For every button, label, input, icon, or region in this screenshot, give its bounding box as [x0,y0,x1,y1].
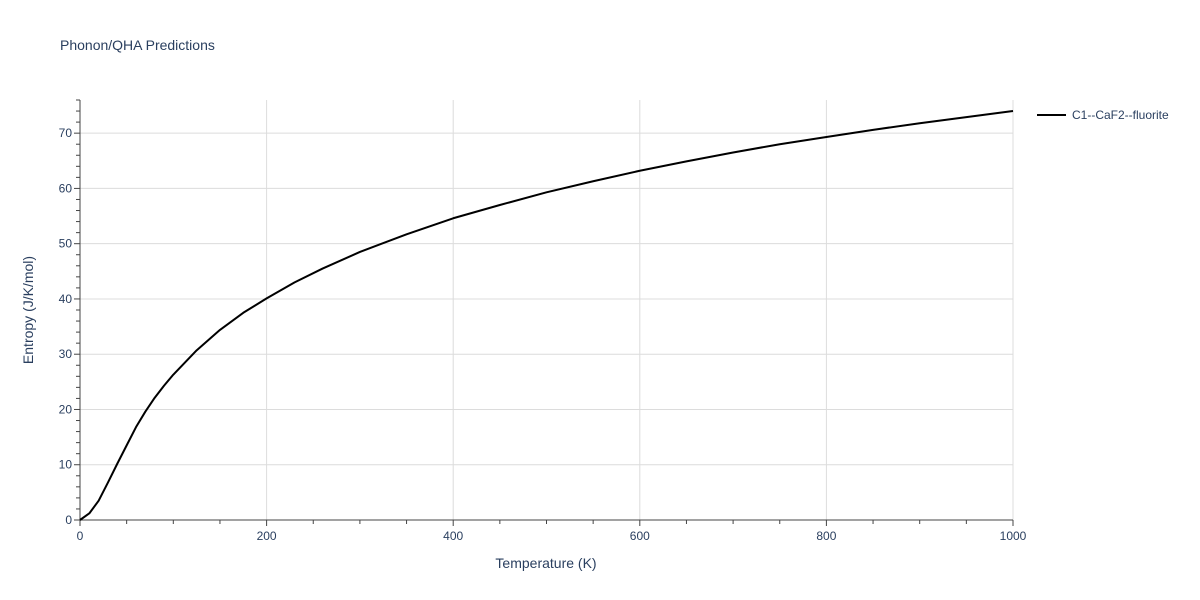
y-tick-label: 30 [59,347,73,361]
x-tick-label: 0 [77,529,84,543]
x-tick-label: 1000 [1000,529,1027,543]
y-tick-label: 60 [59,181,73,195]
gridlines [80,100,1014,520]
y-tick-label: 50 [59,237,73,251]
chart-title: Phonon/QHA Predictions [60,37,215,53]
x-tick-label: 800 [816,529,836,543]
y-tick-label: 20 [59,402,73,416]
y-tick-label: 40 [59,292,73,306]
legend[interactable]: C1--CaF2--fluorite [1037,108,1169,122]
series-line-0 [79,110,1014,521]
y-tick-label: 70 [59,126,73,140]
y-tick-label: 0 [65,513,72,527]
y-axis-title: Entropy (J/K/mol) [20,256,36,364]
x-axis-title: Temperature (K) [495,555,596,571]
legend-label: C1--CaF2--fluorite [1072,108,1169,122]
x-tick-label: 400 [443,529,463,543]
series-layer [79,110,1014,521]
axes: 0 200 400 600 800 1000 0 10 20 30 40 50 60 70 [59,99,1027,543]
x-tick-label: 600 [630,529,650,543]
x-tick-label: 200 [257,529,277,543]
y-tick-label: 10 [59,458,73,472]
